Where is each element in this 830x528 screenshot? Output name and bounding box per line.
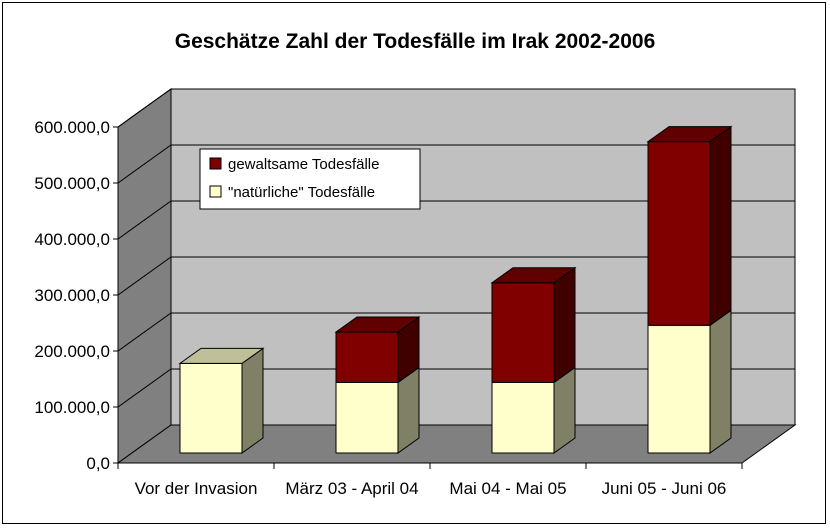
bar-front bbox=[491, 282, 555, 383]
y-tick-labels: 0,0 100.000,0 200.000,0 300.000,0 400.000,0 5… bbox=[34, 118, 110, 473]
bar-side bbox=[553, 266, 576, 384]
axes bbox=[113, 126, 743, 469]
bar-front bbox=[491, 381, 555, 454]
bar-front bbox=[335, 331, 399, 383]
gridline bbox=[117, 88, 795, 128]
y-tick-label: 100.000,0 bbox=[34, 398, 110, 417]
y-tick-label: 600.000,0 bbox=[34, 118, 110, 137]
gridline bbox=[117, 200, 795, 240]
chart-title: Geschätze Zahl der Todesfälle im Irak 20… bbox=[174, 30, 656, 53]
x-tick-label: Mai 04 - Mai 05 bbox=[449, 479, 566, 498]
y-tick-label: 400.000,0 bbox=[34, 230, 110, 249]
bar-top bbox=[178, 347, 265, 364]
legend-label-natural: "natürliche" Todesfälle bbox=[228, 184, 375, 201]
bar-front bbox=[179, 362, 243, 454]
gridlines bbox=[117, 88, 795, 408]
bar-top bbox=[646, 126, 733, 143]
legend-label-violent: gewaltsame Todesfälle bbox=[228, 156, 379, 173]
x-tick-label: Vor der Invasion bbox=[135, 479, 258, 498]
bar-front bbox=[647, 141, 711, 326]
bar-front bbox=[335, 381, 399, 454]
x-tick-label: März 03 - April 04 bbox=[285, 479, 418, 498]
bar-top bbox=[490, 267, 577, 284]
legend-box bbox=[199, 148, 421, 210]
legend-swatch-natural bbox=[209, 185, 222, 198]
x-tick-label: Juni 05 - Juni 06 bbox=[602, 479, 727, 498]
bar-side bbox=[709, 309, 732, 454]
y-tick-label: 0,0 bbox=[86, 454, 110, 473]
y-tick-label: 500.000,0 bbox=[34, 174, 110, 193]
gridline bbox=[117, 144, 795, 184]
x-tick-labels: Vor der Invasion März 03 - April 04 Mai 04… bbox=[135, 479, 727, 498]
bar-front bbox=[647, 324, 711, 454]
y-tick-label: 300.000,0 bbox=[34, 286, 110, 305]
bar-top bbox=[334, 316, 421, 333]
y-tick-label: 200.000,0 bbox=[34, 342, 110, 361]
gridline bbox=[117, 368, 795, 408]
legend-swatch-violent bbox=[209, 157, 222, 170]
bar-side bbox=[241, 347, 264, 454]
gridline bbox=[117, 312, 795, 352]
bar-side bbox=[709, 125, 732, 327]
gridline bbox=[117, 256, 795, 296]
legend: gewaltsame Todesfälle "natürliche" Todes… bbox=[199, 148, 421, 210]
bars bbox=[178, 125, 733, 454]
